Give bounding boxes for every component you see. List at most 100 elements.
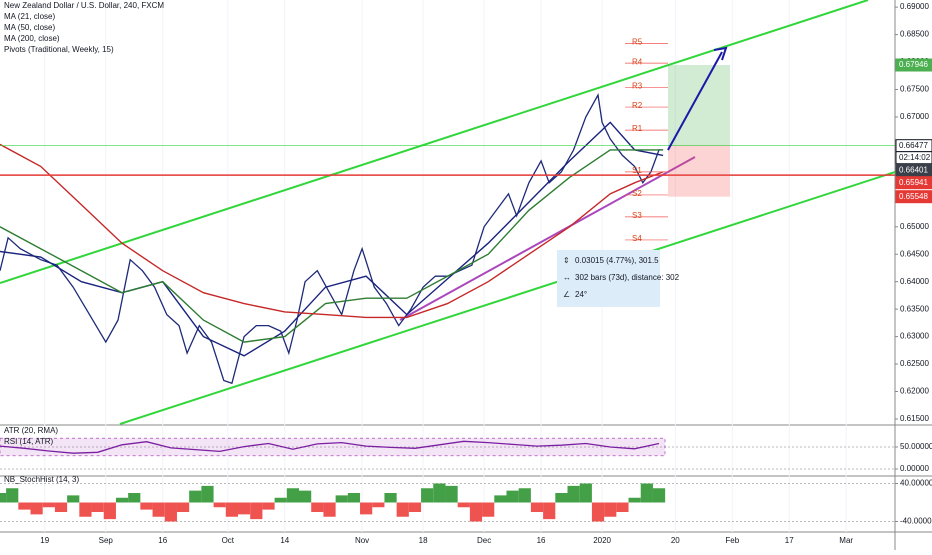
histogram-bar <box>591 502 605 522</box>
histogram-bar <box>567 485 580 503</box>
histogram-bar <box>79 502 92 517</box>
histogram-bar <box>262 502 275 510</box>
histogram-bar <box>335 495 348 503</box>
price-tag-label: 0.67946 <box>899 60 928 69</box>
histogram-bar <box>299 490 312 503</box>
histogram-bar <box>518 488 531 503</box>
histogram-bar <box>579 483 592 503</box>
y-tick-label: 0.61500 <box>900 414 929 423</box>
histogram-bar <box>54 502 68 512</box>
projection-arrow <box>667 51 723 151</box>
histogram-bar <box>30 502 43 515</box>
histogram-bar <box>482 502 495 517</box>
x-tick-label: 20 <box>671 536 680 545</box>
histogram-bar <box>213 502 226 508</box>
legend-entry: RSI (14, ATR) <box>4 437 54 446</box>
x-tick-label: 2020 <box>593 536 611 545</box>
histogram-bar <box>18 502 31 510</box>
y-tick-label: 0.68500 <box>900 30 929 39</box>
legend-entry: NB_StochHist (14, 3) <box>4 475 79 484</box>
x-tick-label: 14 <box>280 536 289 545</box>
histogram-bar <box>140 502 153 510</box>
histogram-bar <box>164 502 177 522</box>
histogram-bar <box>445 485 458 503</box>
pivot-label: R3 <box>632 81 643 90</box>
histogram-bar <box>42 502 55 508</box>
x-tick-label: 19 <box>40 536 49 545</box>
pivot-label: S1 <box>632 166 642 175</box>
legend-entry: MA (50, close) <box>4 23 55 32</box>
x-tick-label: Dec <box>477 536 491 545</box>
measure-text: 24° <box>575 290 587 299</box>
price-tag <box>895 176 932 190</box>
y-tick-label: 0.65000 <box>900 222 929 231</box>
histogram-bar <box>189 490 202 503</box>
y-tick-label: -40.00000 <box>900 517 932 526</box>
price-tag-label: 0.66477 <box>899 141 928 150</box>
histogram-bar <box>494 495 507 503</box>
histogram-bar <box>91 502 104 512</box>
histogram-bar <box>311 502 324 512</box>
countdown-label: 02:14:02 <box>899 153 931 162</box>
trend-line <box>399 156 696 321</box>
y-tick-label: 0.62500 <box>900 359 929 368</box>
y-tick-label: 50.00000 <box>900 442 932 451</box>
measure-box <box>557 250 660 307</box>
x-tick-label: Oct <box>222 536 235 545</box>
arrow-head <box>713 46 728 61</box>
legend-entry: ATR (20, RMA) <box>4 426 58 435</box>
price-line <box>0 440 660 454</box>
price-tag <box>895 190 932 204</box>
y-tick-label: 0.64000 <box>900 277 929 286</box>
measure-icon: ↔ <box>563 273 571 282</box>
y-tick-label: 0.67500 <box>900 85 929 94</box>
histogram-bar <box>0 493 7 503</box>
histogram-bar <box>347 493 361 503</box>
histogram-bar <box>128 493 141 503</box>
price-tag-label: 0.66401 <box>899 165 928 174</box>
x-tick-label: Nov <box>355 536 369 545</box>
pivot-label: R2 <box>632 101 643 110</box>
histogram-bar <box>274 497 287 503</box>
measure-text: 302 bars (73d), distance: 302 <box>575 273 680 282</box>
histogram-bar <box>201 485 214 503</box>
histogram-bar <box>616 502 629 512</box>
pivot-label: S4 <box>632 234 642 243</box>
histogram-bar <box>152 502 165 517</box>
x-tick-label: 16 <box>537 536 546 545</box>
x-tick-label: Feb <box>725 536 739 545</box>
pivot-label: R4 <box>632 57 643 66</box>
histogram-bar <box>384 493 397 503</box>
pivot-label: R5 <box>632 37 643 46</box>
measure-icon: ∠ <box>563 290 570 299</box>
histogram-bar <box>530 502 544 512</box>
histogram-bar <box>225 502 238 517</box>
histogram-bar <box>176 502 190 512</box>
histogram-bar <box>652 488 666 503</box>
x-tick-label: 17 <box>785 536 794 545</box>
y-tick-label: 0.67000 <box>900 112 929 121</box>
channel-line <box>119 171 896 425</box>
histogram-bar <box>103 502 116 520</box>
histogram-bar <box>372 502 385 508</box>
histogram-bar <box>555 493 568 503</box>
histogram-bar <box>457 502 470 508</box>
ma-line <box>0 121 664 357</box>
rsi-band <box>0 437 666 457</box>
x-tick-label: 16 <box>158 536 167 545</box>
y-tick-label: 0.64500 <box>900 249 929 258</box>
y-tick-label: 0.63000 <box>900 332 929 341</box>
chart-title: New Zealand Dollar / U.S. Dollar, 240, F… <box>4 1 164 10</box>
histogram-bar <box>408 502 422 512</box>
measure-icon: ⇕ <box>563 256 570 265</box>
histogram-bar <box>286 488 300 503</box>
histogram-bar <box>6 488 19 503</box>
y-tick-label: 0.69000 <box>900 2 929 11</box>
histogram-bar <box>604 502 617 517</box>
channel-line <box>0 0 869 284</box>
x-tick-label: 18 <box>419 536 428 545</box>
histogram-bar <box>543 502 556 520</box>
ma-line <box>0 143 664 319</box>
x-tick-label: Mar <box>839 536 853 545</box>
